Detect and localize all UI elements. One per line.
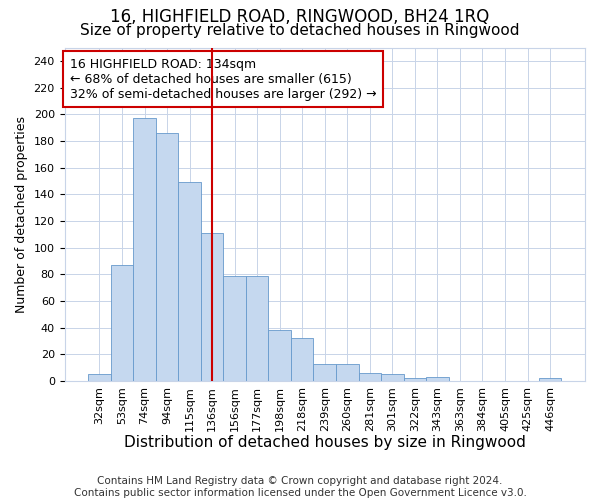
Bar: [539, 378, 562, 381]
Bar: [291, 338, 313, 381]
Bar: [133, 118, 156, 381]
Bar: [88, 374, 111, 381]
Bar: [178, 182, 201, 381]
Bar: [268, 330, 291, 381]
Text: 16 HIGHFIELD ROAD: 134sqm
← 68% of detached houses are smaller (615)
32% of semi: 16 HIGHFIELD ROAD: 134sqm ← 68% of detac…: [70, 58, 376, 100]
Text: Contains HM Land Registry data © Crown copyright and database right 2024.
Contai: Contains HM Land Registry data © Crown c…: [74, 476, 526, 498]
Text: Size of property relative to detached houses in Ringwood: Size of property relative to detached ho…: [80, 22, 520, 38]
Text: 16, HIGHFIELD ROAD, RINGWOOD, BH24 1RQ: 16, HIGHFIELD ROAD, RINGWOOD, BH24 1RQ: [110, 8, 490, 26]
Bar: [381, 374, 404, 381]
Bar: [404, 378, 426, 381]
Bar: [426, 377, 449, 381]
Bar: [223, 276, 246, 381]
Bar: [313, 364, 336, 381]
Bar: [156, 133, 178, 381]
Y-axis label: Number of detached properties: Number of detached properties: [15, 116, 28, 312]
Bar: [111, 265, 133, 381]
X-axis label: Distribution of detached houses by size in Ringwood: Distribution of detached houses by size …: [124, 435, 526, 450]
Bar: [246, 276, 268, 381]
Bar: [336, 364, 359, 381]
Bar: [201, 233, 223, 381]
Bar: [359, 373, 381, 381]
